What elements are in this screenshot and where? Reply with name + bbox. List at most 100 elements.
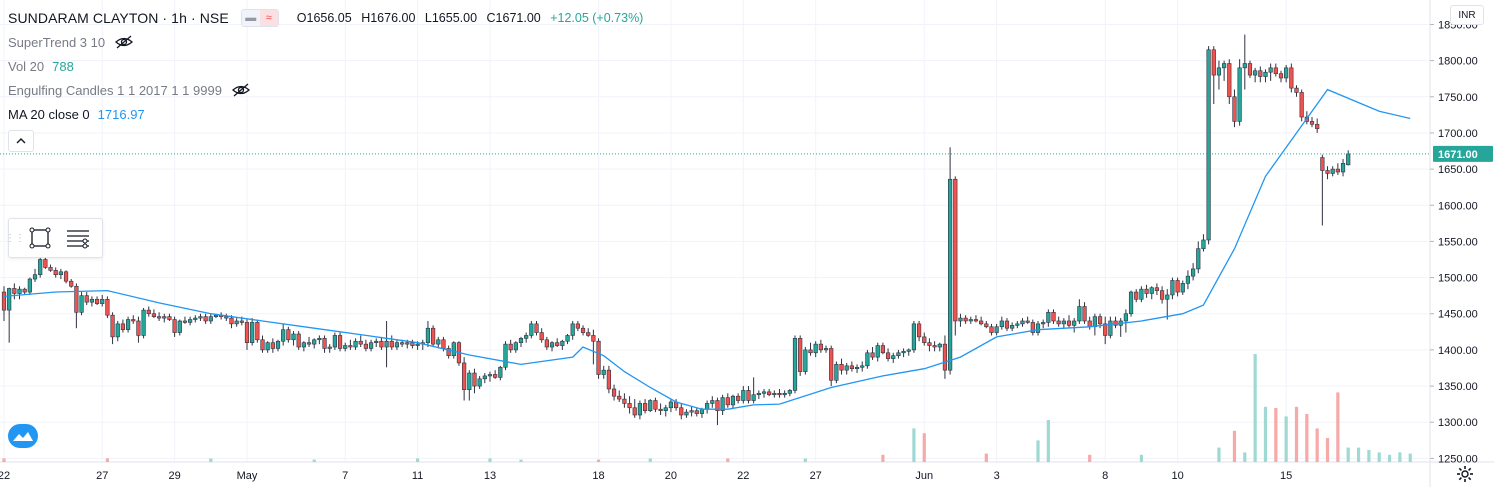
volume-bar (1325, 438, 1330, 462)
volume-bar (1346, 447, 1350, 462)
candle-body (125, 319, 131, 330)
lines-tool-icon (67, 230, 89, 249)
candle-body (53, 270, 58, 275)
candle-body (1066, 320, 1072, 326)
settings-gear-icon[interactable] (1455, 464, 1475, 484)
candle-body (896, 352, 901, 356)
candle-body (146, 309, 151, 315)
candle-body (1216, 67, 1222, 76)
candle-body (1278, 73, 1284, 79)
bars-mode-icon[interactable]: ▬ (241, 10, 260, 26)
volume-bar (803, 458, 807, 462)
candle-body (1232, 96, 1237, 122)
wave-mode-icon[interactable]: ≈ (259, 10, 278, 26)
rectangle-tool-button[interactable] (21, 220, 59, 256)
candle-body (1077, 306, 1082, 322)
candle-body (425, 327, 431, 343)
candle-body (927, 342, 932, 346)
drawing-toolbar: ⋮⋮ (5, 218, 103, 258)
volume-bar (984, 453, 988, 462)
candle-body (58, 271, 63, 275)
x-tick-label: 7 (342, 470, 348, 482)
candle-body (818, 343, 823, 351)
candle-body (1175, 280, 1180, 293)
x-tick-label: 20 (665, 470, 677, 482)
indicator-ma[interactable]: MA 20 close 0 1716.97 (8, 102, 649, 126)
indicator-name: MA 20 close 0 (8, 106, 90, 122)
candle-body (1330, 168, 1335, 174)
collapse-legend-button[interactable] (8, 130, 34, 152)
indicator-supertrend[interactable]: SuperTrend 3 10 (8, 30, 649, 54)
candle-body (384, 340, 389, 348)
candle-body (803, 349, 808, 372)
grip-handle-icon[interactable]: ⋮⋮ (5, 232, 25, 244)
candle-body (487, 374, 493, 377)
candle-body (1263, 71, 1268, 77)
candle-body (854, 366, 860, 370)
candle-body (1149, 287, 1154, 294)
chevron-up-icon (16, 138, 26, 144)
currency-label[interactable]: INR (1450, 5, 1484, 25)
change-value: +12.05 (+0.73%) (550, 11, 644, 25)
volume-bar (1232, 430, 1237, 462)
candle-body (337, 335, 343, 349)
candle-body (472, 372, 477, 387)
candle-body (239, 320, 244, 323)
lines-tool-button[interactable] (59, 220, 97, 256)
candle-body (860, 365, 865, 368)
candle-body (94, 298, 100, 304)
candle-body (984, 323, 989, 328)
candle-body (906, 349, 911, 352)
candle-body (306, 342, 312, 345)
candle-body (725, 397, 730, 406)
candle-body (1061, 320, 1066, 325)
candle-body (1087, 320, 1092, 328)
candle-body (322, 338, 327, 349)
candle-body (1247, 63, 1253, 76)
candle-body (270, 342, 275, 349)
candle-body (1, 291, 7, 311)
candle-body (1020, 320, 1025, 325)
indicator-volume[interactable]: Vol 20 788 (8, 54, 649, 78)
candle-body (296, 333, 301, 348)
volume-bar (1387, 454, 1392, 462)
volume-bar (1036, 440, 1040, 462)
eye-off-icon[interactable] (115, 35, 134, 49)
candle-body (963, 317, 968, 322)
candle-body (627, 403, 632, 409)
candle-body (1320, 157, 1325, 171)
volume-bar (1377, 452, 1381, 462)
candle-body (880, 345, 885, 354)
candle-body (1041, 322, 1046, 325)
volume-bar (1336, 392, 1340, 462)
volume-bar (1408, 453, 1412, 462)
candle-body (555, 342, 560, 346)
candle-body (1242, 63, 1247, 69)
candle-body (968, 319, 973, 322)
candle-body (1211, 49, 1216, 76)
candle-body (813, 343, 818, 354)
candle-body (1123, 313, 1128, 322)
candle-body (63, 271, 69, 282)
candle-body (327, 346, 332, 349)
candle-body (208, 316, 213, 322)
candle-body (399, 342, 405, 345)
eye-off-icon[interactable] (231, 83, 250, 97)
candle-body (720, 397, 725, 411)
volume-bar (105, 458, 109, 462)
indicator-engulfing[interactable]: Engulfing Candles 1 1 2017 1 1 9999 (8, 78, 649, 102)
volume-bars (2, 354, 1412, 462)
symbol-title[interactable]: SUNDARAM CLAYTON · 1h · NSE (8, 10, 229, 26)
symbol-row: SUNDARAM CLAYTON · 1h · NSE ▬ ≈ O1656.05… (8, 6, 649, 30)
candle-body (462, 362, 467, 390)
candle-body (1309, 121, 1315, 125)
logo-icon[interactable] (8, 424, 38, 448)
y-tick-label: 1800.00 (1438, 56, 1478, 68)
x-tick-label: 29 (168, 470, 180, 482)
candle-body (580, 327, 586, 333)
candle-body (503, 343, 508, 368)
candle-body (508, 343, 513, 351)
x-tick-label: May (237, 470, 258, 482)
